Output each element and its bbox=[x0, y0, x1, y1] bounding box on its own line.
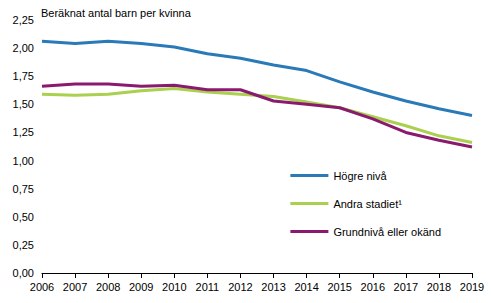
svg-text:2015: 2015 bbox=[327, 281, 351, 293]
svg-text:Högre nivå: Högre nivå bbox=[333, 170, 387, 182]
svg-text:2010: 2010 bbox=[162, 281, 186, 293]
svg-text:2019: 2019 bbox=[460, 281, 484, 293]
svg-text:Andra stadiet¹: Andra stadiet¹ bbox=[333, 198, 402, 210]
svg-text:2017: 2017 bbox=[394, 281, 418, 293]
svg-text:1,50: 1,50 bbox=[13, 98, 34, 110]
svg-text:2011: 2011 bbox=[196, 281, 220, 293]
svg-text:2012: 2012 bbox=[228, 281, 252, 293]
svg-text:0,50: 0,50 bbox=[13, 211, 34, 223]
svg-text:2008: 2008 bbox=[96, 281, 120, 293]
svg-text:2,25: 2,25 bbox=[13, 14, 34, 26]
svg-text:2014: 2014 bbox=[294, 281, 318, 293]
svg-text:2016: 2016 bbox=[361, 281, 385, 293]
svg-text:1,00: 1,00 bbox=[13, 155, 34, 167]
svg-text:2007: 2007 bbox=[63, 281, 87, 293]
svg-text:0,00: 0,00 bbox=[13, 267, 34, 279]
svg-text:Grundnivå eller okänd: Grundnivå eller okänd bbox=[333, 226, 441, 238]
svg-text:2013: 2013 bbox=[261, 281, 285, 293]
svg-text:0,25: 0,25 bbox=[13, 239, 34, 251]
svg-text:Beräknat antal barn per kvinna: Beräknat antal barn per kvinna bbox=[41, 7, 192, 19]
svg-text:2006: 2006 bbox=[30, 281, 54, 293]
svg-text:1,25: 1,25 bbox=[13, 126, 34, 138]
svg-text:2,00: 2,00 bbox=[13, 42, 34, 54]
svg-text:0,75: 0,75 bbox=[13, 183, 34, 195]
svg-text:1,75: 1,75 bbox=[13, 70, 34, 82]
svg-text:2009: 2009 bbox=[129, 281, 153, 293]
svg-text:2018: 2018 bbox=[427, 281, 451, 293]
